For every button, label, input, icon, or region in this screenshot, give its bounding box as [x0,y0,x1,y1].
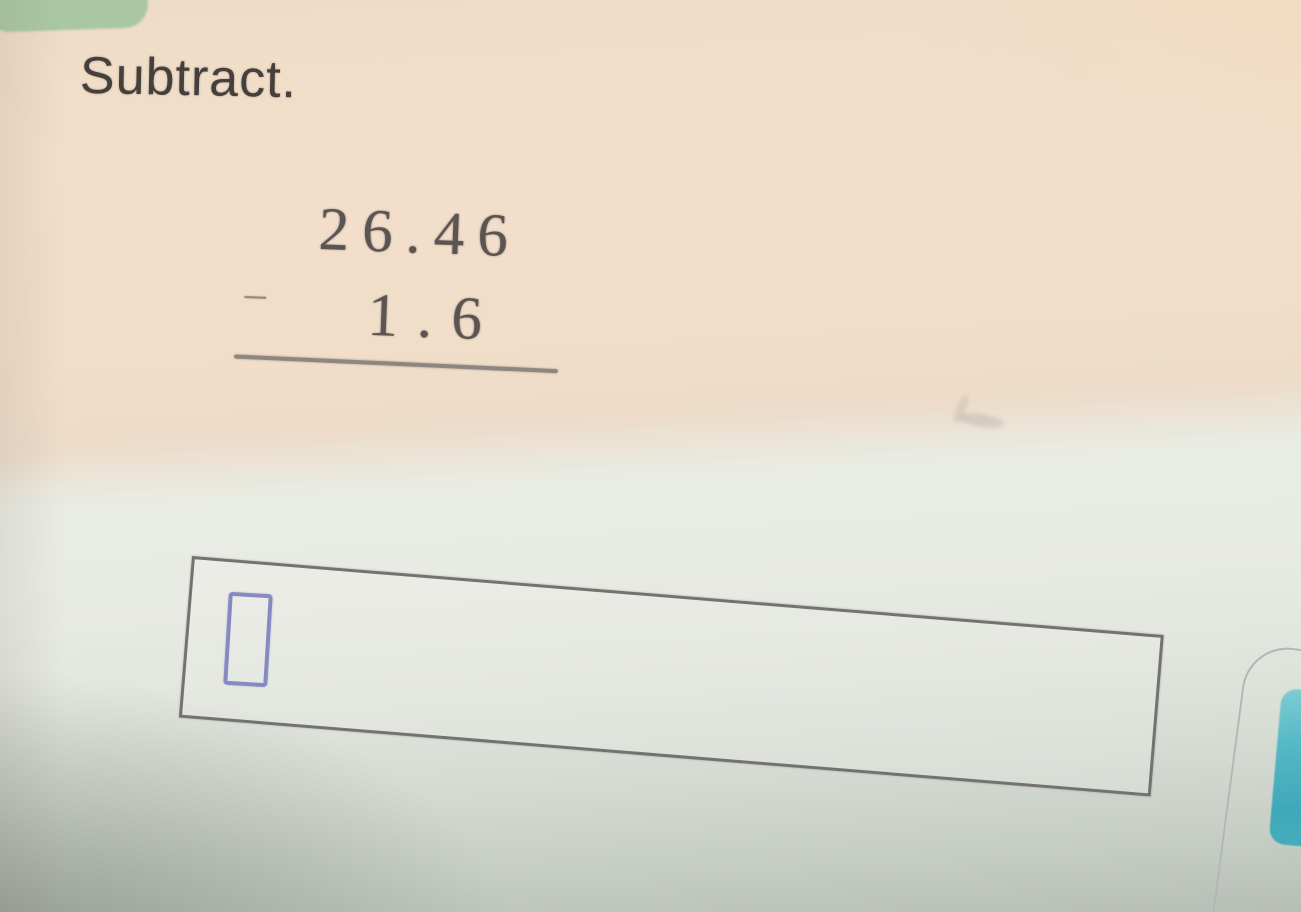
screen-smudge [957,410,1005,431]
minus-sign: − [241,276,269,319]
answer-cursor-box-icon [223,591,273,688]
subtraction-problem: 26.46 − 1.6 [233,196,585,399]
minuend-number: 26.46 [317,195,523,271]
decorative-green-blob [0,0,149,33]
subtrahend-number: 1.6 [366,281,503,354]
answer-line [234,354,558,374]
instruction-text: Subtract. [79,46,298,110]
answer-input-box[interactable] [178,556,1164,797]
